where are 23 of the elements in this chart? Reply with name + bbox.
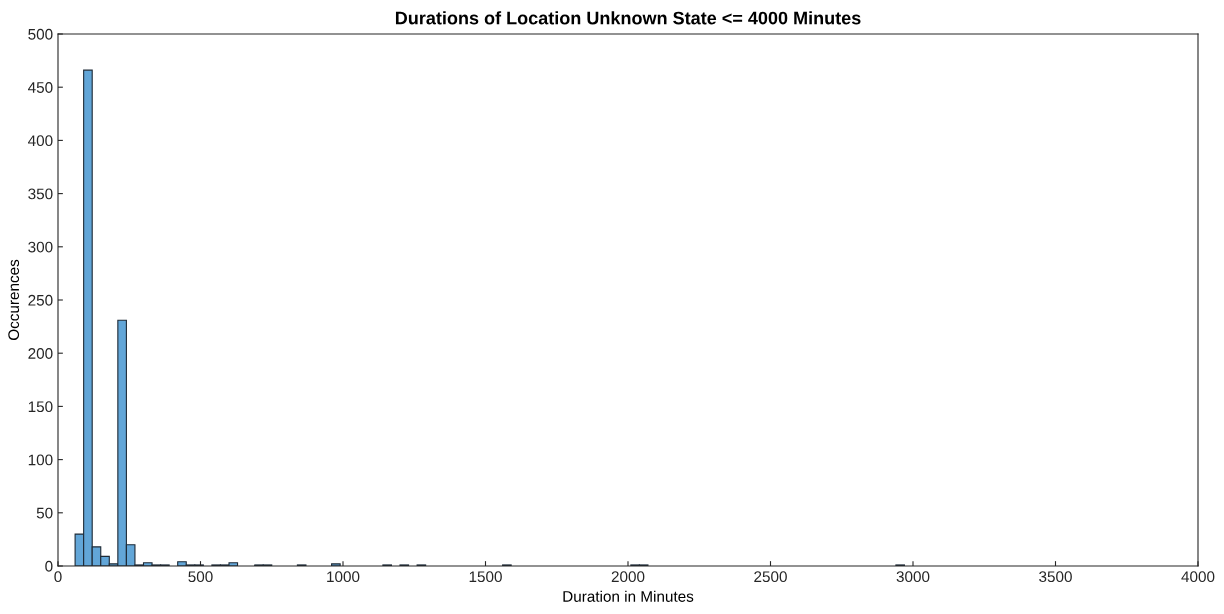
y-tick-label: 100 <box>28 454 53 466</box>
y-tick-label: 50 <box>36 507 53 519</box>
y-tick-label: 0 <box>45 560 53 572</box>
y-tick-label: 500 <box>28 28 53 40</box>
y-tick-label: 450 <box>28 82 53 93</box>
x-tick-label: 4000 <box>1181 571 1215 583</box>
x-tick-label: 2000 <box>611 571 645 583</box>
y-tick-label: 350 <box>28 188 53 200</box>
chart-title: Durations of Location Unknown State <= 4000 Minutes <box>395 11 861 25</box>
y-tick-label: 300 <box>28 241 53 253</box>
x-tick-label: 3500 <box>1039 571 1072 583</box>
x-tick-label: 500 <box>188 571 213 583</box>
x-tick-label: 1500 <box>469 571 502 583</box>
y-axis-title: Occurences <box>8 259 20 341</box>
y-tick-label: 200 <box>28 348 53 359</box>
x-tick-label: 1000 <box>327 571 360 583</box>
y-tick-label: 400 <box>28 135 53 147</box>
x-tick-label: 3000 <box>896 571 930 583</box>
y-tick-label: 150 <box>28 401 53 413</box>
x-tick-label: 2500 <box>754 571 787 583</box>
x-axis-title: Duration in Minutes <box>563 590 694 602</box>
y-tick-label: 250 <box>28 294 53 306</box>
x-tick-label: 0 <box>54 571 62 583</box>
